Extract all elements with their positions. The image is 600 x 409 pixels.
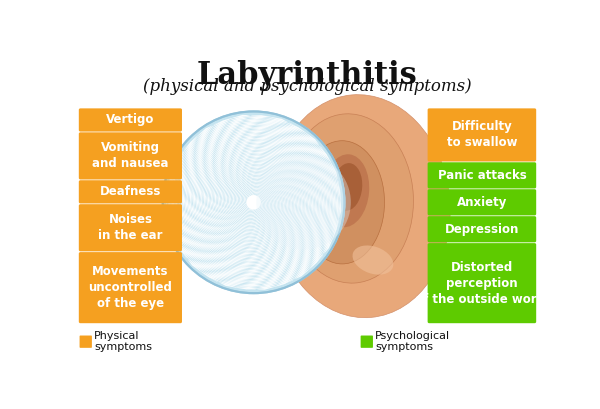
- Text: Vertigo: Vertigo: [106, 113, 155, 126]
- Polygon shape: [173, 117, 333, 278]
- Polygon shape: [179, 122, 338, 288]
- FancyBboxPatch shape: [79, 252, 182, 323]
- Polygon shape: [166, 128, 333, 287]
- Ellipse shape: [353, 245, 394, 275]
- Text: Physical
symptoms: Physical symptoms: [94, 331, 152, 353]
- Text: Panic attacks: Panic attacks: [437, 169, 526, 182]
- Text: Psychological
symptoms: Psychological symptoms: [375, 331, 451, 353]
- FancyBboxPatch shape: [80, 335, 92, 348]
- FancyBboxPatch shape: [79, 204, 182, 252]
- FancyBboxPatch shape: [79, 108, 182, 132]
- Polygon shape: [166, 129, 331, 285]
- FancyBboxPatch shape: [79, 133, 182, 180]
- Polygon shape: [170, 115, 328, 281]
- Polygon shape: [180, 124, 337, 290]
- Polygon shape: [176, 119, 341, 275]
- Text: Noises
in the ear: Noises in the ear: [98, 213, 163, 242]
- Circle shape: [256, 155, 351, 249]
- FancyBboxPatch shape: [428, 216, 536, 243]
- Text: (physical and psychological symptoms): (physical and psychological symptoms): [143, 78, 472, 94]
- FancyBboxPatch shape: [428, 243, 536, 323]
- FancyBboxPatch shape: [79, 180, 182, 203]
- Text: Deafness: Deafness: [100, 185, 161, 198]
- Circle shape: [163, 111, 344, 293]
- Ellipse shape: [272, 94, 450, 318]
- Ellipse shape: [286, 114, 413, 283]
- Polygon shape: [167, 130, 330, 284]
- FancyBboxPatch shape: [428, 189, 536, 216]
- Polygon shape: [178, 121, 340, 274]
- Ellipse shape: [323, 154, 369, 227]
- FancyBboxPatch shape: [428, 108, 536, 162]
- FancyBboxPatch shape: [428, 162, 536, 189]
- Text: Anxiety: Anxiety: [457, 196, 507, 209]
- Ellipse shape: [300, 141, 385, 264]
- Polygon shape: [169, 117, 329, 282]
- Text: Difficulty
to swallow: Difficulty to swallow: [446, 120, 517, 149]
- Circle shape: [247, 195, 261, 209]
- Text: Movements
uncontrolled
of the eye: Movements uncontrolled of the eye: [88, 265, 172, 310]
- FancyBboxPatch shape: [361, 335, 373, 348]
- Polygon shape: [181, 126, 336, 290]
- Text: Depression: Depression: [445, 223, 519, 236]
- Text: Vomiting
and nausea: Vomiting and nausea: [92, 142, 169, 171]
- Polygon shape: [174, 127, 334, 288]
- Text: Distorted
perception
of the outside world: Distorted perception of the outside worl…: [415, 261, 549, 306]
- Polygon shape: [172, 115, 326, 279]
- Text: Labyrinthitis: Labyrinthitis: [197, 60, 418, 91]
- Polygon shape: [175, 118, 342, 277]
- Ellipse shape: [333, 163, 362, 211]
